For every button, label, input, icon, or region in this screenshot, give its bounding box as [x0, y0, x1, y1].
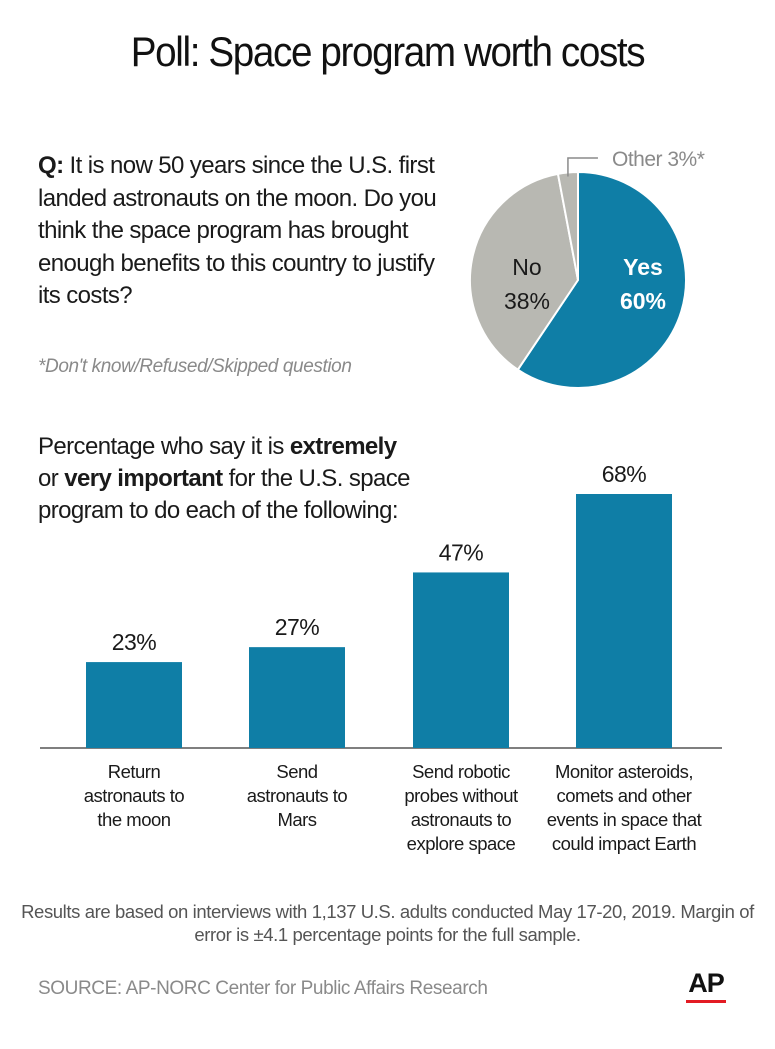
question-text: Q: It is now 50 years since the U.S. fir… — [38, 150, 458, 313]
ap-logo-underline — [686, 1000, 726, 1003]
pie-value-yes: 60% — [620, 288, 666, 314]
pie-other-leader-line — [567, 157, 598, 177]
ap-logo-text: AP — [688, 968, 725, 998]
source-line: SOURCE: AP-NORC Center for Public Affair… — [38, 978, 488, 999]
page-title: Poll: Space program worth costs — [130, 28, 646, 75]
methodology-note: Results are based on interviews with 1,1… — [21, 901, 754, 945]
bar-category-line: Monitor asteroids, — [554, 761, 694, 782]
pie-slice-no — [469, 172, 580, 372]
bar-category-line: explore space — [406, 833, 516, 854]
bar-category-line: astronauts to — [410, 809, 512, 830]
bar-category-line: Mars — [277, 809, 317, 830]
bar-category-label-2: Send astronauts to Mars — [212, 760, 382, 832]
bar-1 — [86, 662, 182, 748]
bar-category-line: Return — [107, 761, 161, 782]
bar-category-line: comets and other — [556, 785, 692, 806]
bar-category-label-1: Return astronauts to the moon — [49, 760, 219, 832]
bar-3 — [413, 572, 509, 748]
bar-category-line: astronauts to — [83, 785, 185, 806]
pie-label-yes: Yes — [623, 254, 663, 280]
bar-category-line: the moon — [97, 809, 171, 830]
bar-category-line: could impact Earth — [551, 833, 697, 854]
bar-value-label-4: 68% — [602, 461, 647, 487]
bar-value-label-1: 23% — [112, 629, 157, 655]
bar-4 — [576, 494, 672, 748]
question-prefix: Q: — [38, 152, 64, 179]
question-body: It is now 50 years since the U.S. first … — [38, 152, 437, 309]
bar-category-line: probes without — [404, 785, 518, 806]
bar-category-line: Send robotic — [412, 761, 510, 782]
pie-label-other: Other 3%* — [612, 148, 705, 171]
pie-value-no: 38% — [504, 288, 550, 314]
bar-title-extremely: extremely — [289, 433, 397, 460]
bar-title-part-3: or — [38, 465, 65, 492]
bar-title-part-1: Percentage who say it is — [38, 433, 290, 460]
bar-category-line: events in space that — [546, 809, 702, 830]
footnote: *Don't know/Refused/Skipped question — [38, 356, 352, 377]
bar-category-label-3: Send robotic probes without astronauts to e… — [376, 760, 546, 856]
bar-title-very-important: very important — [64, 465, 223, 492]
pie-slice-yes — [516, 170, 687, 389]
bar-2 — [249, 647, 345, 748]
ap-logo: AP — [686, 968, 726, 1003]
pie-label-no: No — [512, 254, 541, 280]
bar-category-line: astronauts to — [246, 785, 348, 806]
bar-category-label-4: Monitor asteroids, comets and other events… — [539, 760, 709, 856]
bar-value-label-3: 47% — [439, 539, 484, 565]
bar-chart-title: Percentage who say it is extremely or ve… — [38, 431, 418, 527]
bar-title-part-5: for the U.S. space program to do each of… — [38, 465, 411, 524]
bar-value-label-2: 27% — [275, 614, 320, 640]
bar-category-line: Send — [276, 761, 318, 782]
